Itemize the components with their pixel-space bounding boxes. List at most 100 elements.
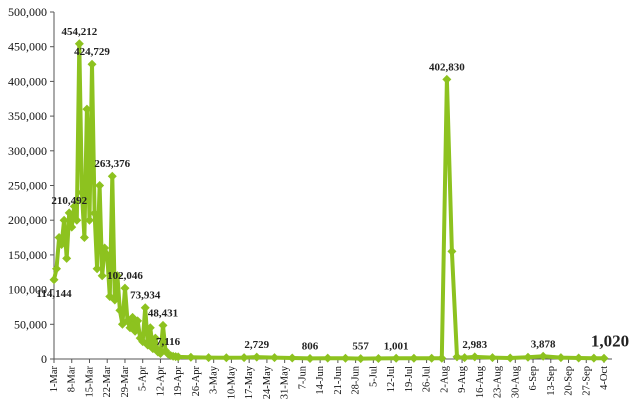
x-tick-label: 14-Jun: [315, 365, 326, 394]
y-tick-label: 450,000: [8, 40, 47, 54]
data-point: [599, 353, 609, 363]
data-label: 557: [352, 341, 369, 353]
y-axis: 0 50,000 100,000 150,000 200,000 250,000 300,0…: [8, 5, 55, 366]
data-point: [340, 353, 350, 363]
x-tick-label: 13-Sep: [546, 366, 557, 396]
data-point: [145, 323, 155, 333]
data-point: [115, 305, 125, 315]
data-label: 454,212: [61, 26, 97, 38]
data-point: [373, 353, 383, 363]
x-tick-label: 3-May: [209, 365, 220, 394]
data-point: [110, 295, 120, 305]
y-tick-label: 250,000: [8, 179, 47, 193]
x-tick-label: 26-Jul: [422, 366, 433, 392]
data-point: [356, 354, 366, 364]
data-label: 1,020: [591, 331, 629, 350]
y-tick-label: 100,000: [8, 283, 47, 297]
data-point: [452, 352, 462, 362]
data-label: 402,830: [429, 61, 465, 73]
data-label: 73,934: [130, 290, 161, 302]
x-tick-label: 28-Jun: [351, 365, 362, 394]
data-point: [505, 353, 515, 363]
data-point: [556, 353, 566, 363]
data-point: [442, 74, 452, 84]
x-tick-label: 31-May: [280, 365, 291, 399]
data-point: [409, 353, 419, 363]
data-point: [574, 353, 584, 363]
data-label: 2,983: [462, 339, 487, 351]
data-point: [92, 264, 102, 274]
x-tick-label: 26-Apr: [191, 365, 202, 396]
data-point: [186, 352, 196, 362]
x-axis: 1-Mar 8-Mar 15-Mar 22-Mar 29-Mar 5-Apr 12-Apr 1…: [49, 358, 612, 399]
data-label: 806: [302, 340, 319, 352]
data-point: [150, 333, 160, 343]
y-tick-label: 0: [41, 352, 47, 366]
data-point: [107, 171, 117, 181]
series-line: [52, 41, 605, 361]
x-tick-label: 1-Mar: [49, 366, 60, 393]
data-point: [77, 187, 87, 197]
data-point: [447, 246, 457, 256]
data-point: [204, 353, 214, 363]
x-tick-label: 10-May: [226, 365, 237, 399]
x-tick-label: 29-Mar: [120, 366, 131, 398]
x-tick-label: 8-Mar: [67, 366, 78, 393]
x-tick-label: 17-May: [244, 365, 255, 399]
x-tick-label: 30-Aug: [510, 365, 521, 398]
x-tick-label: 21-Jun: [333, 365, 344, 394]
data-label: 2,729: [244, 339, 269, 351]
x-tick-label: 2-Aug: [439, 365, 450, 393]
data-point: [67, 222, 77, 232]
data-point: [100, 243, 110, 253]
x-tick-label: 19-Apr: [173, 365, 184, 396]
data-label: 424,729: [74, 46, 110, 58]
x-tick-label: 27-Sep: [581, 366, 592, 396]
y-tick-label: 150,000: [8, 248, 47, 262]
data-point: [74, 39, 84, 49]
x-tick-label: 23-Aug: [493, 365, 504, 398]
data-point: [112, 271, 122, 281]
data-point: [102, 250, 112, 260]
data-point: [69, 201, 79, 211]
data-point: [52, 264, 62, 274]
data-point: [437, 353, 447, 363]
data-point: [470, 352, 480, 362]
data-point: [87, 59, 97, 69]
x-tick-label: 12-Apr: [155, 365, 166, 396]
data-point: [221, 353, 231, 363]
data-label: 7,116: [156, 336, 181, 348]
x-tick-label: 12-Jul: [386, 366, 397, 392]
data-label: 102,046: [107, 270, 143, 282]
data-point: [589, 353, 599, 363]
x-tick-label: 16-Aug: [475, 365, 486, 398]
data-point: [54, 233, 64, 243]
data-label: 1,001: [384, 340, 409, 352]
data-point: [173, 352, 183, 362]
data-point: [120, 283, 130, 293]
data-point: [158, 320, 168, 330]
data-point: [97, 271, 107, 281]
data-point: [64, 208, 74, 218]
x-tick-label: 5-Jul: [368, 366, 379, 387]
y-tick-label: 300,000: [8, 144, 47, 158]
data-point: [84, 215, 94, 225]
data-point: [523, 352, 533, 362]
data-point: [59, 215, 69, 225]
data-label: 114,144: [36, 288, 72, 300]
data-point: [427, 353, 437, 363]
data-point: [487, 353, 497, 363]
data-point: [391, 353, 401, 363]
data-point: [130, 326, 140, 336]
data-point: [62, 253, 72, 263]
data-point: [72, 215, 82, 225]
y-tick-label: 400,000: [8, 74, 47, 88]
x-tick-label: 22-Mar: [102, 366, 113, 398]
x-tick-label: 6-Sep: [528, 366, 539, 391]
data-point: [57, 239, 67, 249]
data-point: [49, 275, 59, 285]
x-tick-label: 7-Jun: [297, 365, 308, 389]
data-point: [133, 316, 143, 326]
